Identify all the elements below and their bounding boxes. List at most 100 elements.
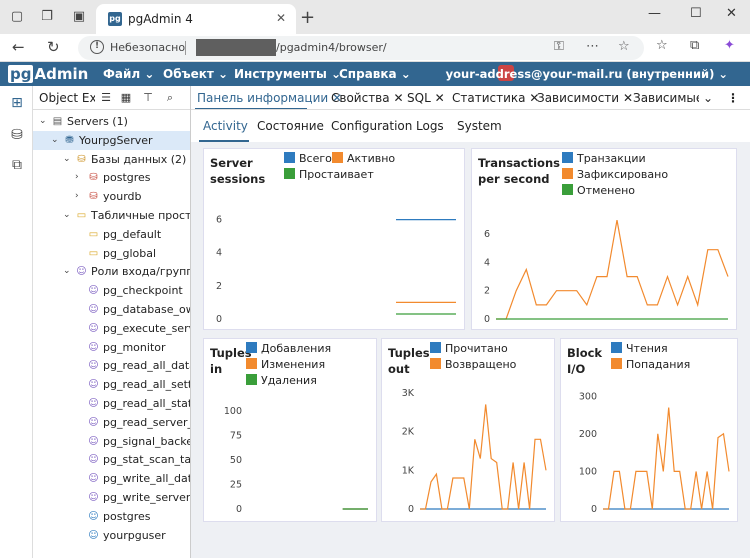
- tree-item[interactable]: ▭ pg_global: [33, 244, 190, 263]
- legend-item[interactable]: Чтения: [611, 341, 668, 357]
- insecure-label[interactable]: Небезопасно: [110, 41, 186, 54]
- tree-item[interactable]: › ⛁ postgres: [33, 168, 190, 187]
- subtab-state[interactable]: Состояние: [257, 119, 324, 133]
- user-menu[interactable]: your-address@your-mail.ru (внутренний) ⌄: [445, 67, 728, 81]
- legend-item[interactable]: Активно: [332, 151, 395, 167]
- legend-item[interactable]: Простаивает: [284, 167, 374, 183]
- window-close-icon[interactable]: ✕: [726, 6, 737, 21]
- tree-item[interactable]: ☺ yourpguser: [33, 526, 190, 545]
- schema-diff-icon[interactable]: ⧉: [12, 157, 22, 173]
- tree-item[interactable]: ☺ pg_read_server_files: [33, 413, 190, 432]
- tree-item[interactable]: ☺ pg_stat_scan_tables: [33, 450, 190, 469]
- chevron-down-icon[interactable]: ⌄: [51, 134, 59, 145]
- tab-dependents[interactable]: Зависимые: [633, 91, 704, 105]
- legend-item[interactable]: Отменено: [562, 183, 635, 199]
- copilot-icon[interactable]: ✦: [724, 38, 735, 53]
- workspaces-icon[interactable]: ❐: [41, 9, 53, 24]
- warning-icon[interactable]: !: [90, 40, 104, 54]
- profile-icon[interactable]: ▢: [10, 9, 24, 24]
- legend-item[interactable]: Попадания: [611, 357, 690, 373]
- legend-item[interactable]: Удаления: [246, 373, 317, 389]
- tree-item[interactable]: ⌄ ⛁ Базы данных (2): [33, 150, 190, 169]
- browser-tab-bar: ▢ ❐ ▣ pg pgAdmin 4 ✕ + — ☐ ✕: [0, 0, 750, 34]
- collections-icon[interactable]: ⧉: [690, 38, 700, 53]
- close-icon[interactable]: ✕: [622, 91, 633, 105]
- menu-object[interactable]: Объект ⌄: [163, 67, 229, 81]
- tree-item[interactable]: ⌄ ▭ Табличные пространства: [33, 206, 190, 225]
- subtab-logs[interactable]: Logs: [416, 119, 444, 133]
- legend-item[interactable]: Возвращено: [430, 357, 516, 373]
- grid-icon[interactable]: ▦: [120, 91, 132, 104]
- legend-item[interactable]: Изменения: [246, 357, 325, 373]
- reload-icon[interactable]: ↻: [47, 38, 60, 56]
- close-icon[interactable]: ✕: [393, 91, 404, 105]
- tab-dashboard[interactable]: Панель информации ✕: [197, 91, 343, 105]
- tree-item[interactable]: ☺ pg_database_owner: [33, 300, 190, 319]
- tree-item[interactable]: ☺ pg_read_all_settings: [33, 375, 190, 394]
- chevron-down-icon[interactable]: ⌄: [39, 116, 47, 126]
- tree-item[interactable]: ⌄ ▤ Servers (1): [33, 112, 190, 131]
- tree-item-label: Базы данных (2): [91, 152, 187, 166]
- subtab-system[interactable]: System: [457, 119, 502, 133]
- menu-tools[interactable]: Инструменты ⌄: [234, 67, 342, 81]
- tab-dependencies[interactable]: Зависимости ✕: [537, 91, 633, 105]
- menu-file[interactable]: Файл ⌄: [103, 67, 155, 81]
- chevron-right-icon[interactable]: ›: [75, 191, 79, 202]
- chevron-down-icon[interactable]: ⌄: [63, 210, 71, 220]
- tree-item[interactable]: ☺ postgres: [33, 507, 190, 526]
- tabs-overflow-icon[interactable]: ⌄: [699, 91, 714, 105]
- legend-item[interactable]: Прочитано: [430, 341, 508, 357]
- new-tab-icon[interactable]: +: [300, 7, 316, 28]
- legend-item[interactable]: Зафиксировано: [562, 167, 668, 183]
- tree-item[interactable]: › ⛁ yourdb: [33, 187, 190, 206]
- tree-item[interactable]: ☺ pg_execute_server_program: [33, 319, 190, 338]
- legend-item[interactable]: Всего: [284, 151, 332, 167]
- tree-item[interactable]: ☺ pg_read_all_data: [33, 356, 190, 375]
- tree-item[interactable]: ☺ pg_checkpoint: [33, 281, 190, 300]
- tab-actions-icon[interactable]: ▣: [72, 9, 86, 24]
- favorites-icon[interactable]: ☆: [656, 38, 668, 53]
- tree-item[interactable]: ☺ pg_monitor: [33, 338, 190, 357]
- chevron-down-icon[interactable]: ⌄: [63, 153, 71, 164]
- user-avatar-icon[interactable]: [498, 65, 514, 81]
- object-explorer-icon[interactable]: ⊞: [11, 95, 23, 111]
- tuples-out-chart: 3K 2K 1K 0: [402, 388, 547, 515]
- tree-item-label: pg_global: [103, 246, 157, 260]
- address-bar[interactable]: ! Небезопасно /pgadmin4/browser/ ⚿ ⋯ ☆: [78, 36, 644, 60]
- properties-icon[interactable]: ☰: [101, 91, 111, 104]
- y-tick-label: 2: [484, 286, 490, 297]
- subtab-activity[interactable]: Activity: [203, 119, 248, 133]
- key-icon[interactable]: ⚿: [554, 39, 564, 54]
- search-icon[interactable]: ⌕: [166, 91, 174, 104]
- query-tool-icon[interactable]: ⛁: [11, 127, 23, 143]
- filter-icon[interactable]: ⊤: [143, 91, 153, 104]
- tab-statistics[interactable]: Статистика ✕: [452, 91, 540, 105]
- maximize-icon[interactable]: ☐: [690, 6, 702, 21]
- url-text[interactable]: /pgadmin4/browser/: [276, 41, 387, 54]
- tree-item[interactable]: ⌄ ☺ Роли входа/группы: [33, 262, 190, 281]
- more-options-icon[interactable]: ⋯: [586, 39, 599, 54]
- tab-properties[interactable]: Свойства ✕: [331, 91, 404, 105]
- browser-tab[interactable]: pg pgAdmin 4 ✕: [96, 4, 296, 34]
- back-icon[interactable]: ←: [12, 38, 25, 56]
- tree-item[interactable]: ☺ pg_write_server_files: [33, 488, 190, 507]
- minimize-icon[interactable]: —: [648, 6, 661, 21]
- tree-item[interactable]: ☺ pg_write_all_data: [33, 469, 190, 488]
- legend-item[interactable]: Добавления: [246, 341, 331, 357]
- close-icon[interactable]: ✕: [332, 91, 343, 105]
- panel-menu-icon[interactable]: ⋮: [723, 91, 739, 105]
- close-icon[interactable]: ✕: [434, 91, 445, 105]
- legend-item[interactable]: Транзакции: [562, 151, 646, 167]
- menu-help[interactable]: Справка ⌄: [339, 67, 411, 81]
- tree-item[interactable]: ⌄ ⛃ YourpgServer: [33, 130, 190, 150]
- close-icon[interactable]: ✕: [529, 91, 540, 105]
- chevron-right-icon[interactable]: ›: [75, 172, 79, 183]
- star-icon[interactable]: ☆: [618, 39, 630, 54]
- tab-sql[interactable]: SQL ✕: [407, 91, 445, 105]
- subtab-configuration[interactable]: Configuration: [331, 119, 413, 133]
- tree-item[interactable]: ▭ pg_default: [33, 225, 190, 244]
- tree-item[interactable]: ☺ pg_read_all_stats: [33, 394, 190, 413]
- tree-item[interactable]: ☺ pg_signal_backend: [33, 432, 190, 451]
- chevron-down-icon[interactable]: ⌄: [63, 266, 71, 277]
- tab-close-icon[interactable]: ✕: [275, 11, 286, 25]
